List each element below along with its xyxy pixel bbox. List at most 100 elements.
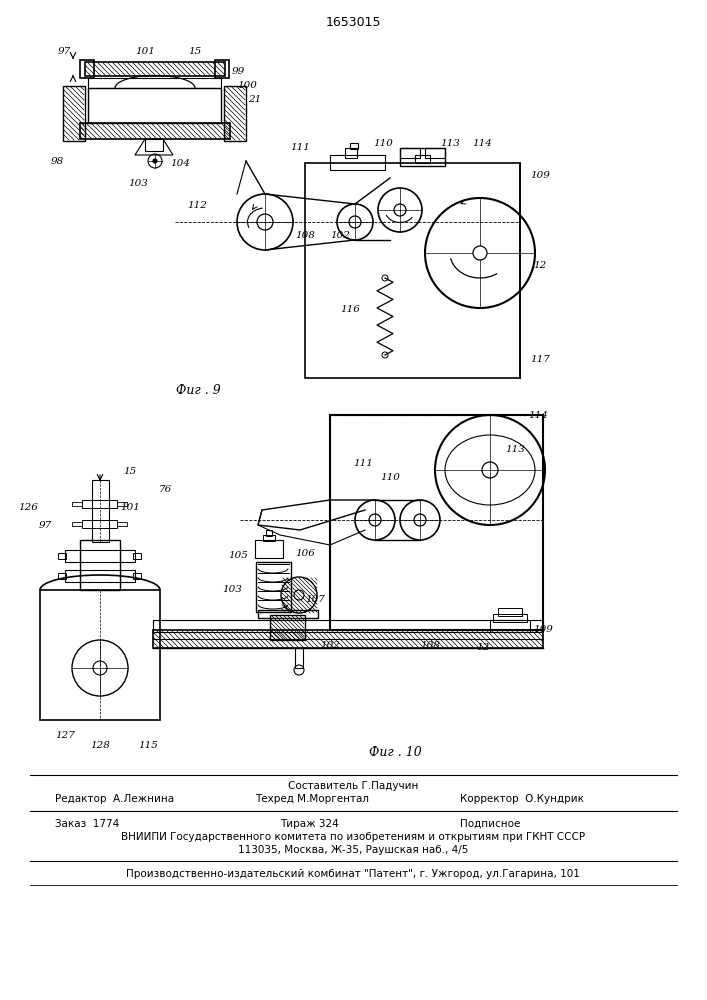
Text: Фиг . 9: Фиг . 9	[175, 383, 221, 396]
Text: ВНИИПИ Государственного комитета по изобретениям и открытиям при ГКНТ СССР: ВНИИПИ Государственного комитета по изоб…	[121, 832, 585, 842]
Bar	[72, 502, 82, 506]
Bar	[40, 590, 160, 720]
Text: 15: 15	[188, 47, 201, 56]
Bar	[117, 522, 127, 526]
Text: Фиг . 10: Фиг . 10	[368, 746, 421, 758]
Bar	[330, 155, 385, 170]
Text: Техред М.Моргентал: Техред М.Моргентал	[255, 794, 369, 804]
Text: 105: 105	[228, 552, 248, 560]
Text: 99: 99	[231, 68, 245, 77]
Text: 12: 12	[477, 644, 490, 652]
Text: 12: 12	[533, 260, 547, 269]
Bar	[270, 615, 305, 640]
Bar	[80, 540, 120, 590]
Bar	[65, 570, 135, 582]
Bar	[415, 155, 430, 163]
Bar	[72, 522, 82, 526]
Bar	[345, 148, 357, 158]
Text: 116: 116	[340, 306, 360, 314]
Bar	[117, 502, 127, 506]
Bar	[133, 573, 141, 579]
Text: 103: 103	[222, 585, 242, 594]
Bar	[400, 148, 420, 158]
Text: Заказ  1774: Заказ 1774	[55, 819, 119, 829]
Bar	[295, 648, 303, 668]
Text: 115: 115	[138, 740, 158, 750]
Text: 114: 114	[472, 138, 492, 147]
Text: 128: 128	[90, 740, 110, 750]
Text: 111: 111	[353, 460, 373, 468]
Text: Подписное: Подписное	[460, 819, 520, 829]
Text: 101: 101	[135, 47, 155, 56]
Text: 102: 102	[320, 641, 340, 650]
Bar	[490, 620, 530, 632]
Text: Тираж 324: Тираж 324	[280, 819, 339, 829]
Text: 21: 21	[248, 96, 262, 104]
Bar	[256, 562, 291, 612]
Text: 110: 110	[380, 474, 400, 483]
Text: Корректор  О.Кундрик: Корректор О.Кундрик	[460, 794, 584, 804]
Bar	[153, 620, 543, 632]
Bar	[88, 88, 221, 123]
Bar	[224, 86, 246, 141]
Text: 127: 127	[55, 730, 75, 740]
Text: Производственно-издательский комбинат "Патент", г. Ужгород, ул.Гагарина, 101: Производственно-издательский комбинат "П…	[126, 869, 580, 879]
Bar	[215, 60, 229, 78]
Text: 113: 113	[505, 446, 525, 454]
Bar	[82, 520, 117, 528]
Bar	[305, 163, 520, 378]
Bar	[153, 630, 543, 648]
Bar	[92, 480, 109, 542]
Bar	[266, 530, 272, 536]
Text: 98: 98	[50, 157, 64, 166]
Text: 101: 101	[120, 504, 140, 512]
Bar	[80, 60, 94, 78]
Text: 112: 112	[187, 200, 207, 210]
Bar	[85, 62, 225, 76]
Text: 117: 117	[530, 356, 550, 364]
Bar	[498, 608, 522, 616]
Text: 108: 108	[420, 641, 440, 650]
Text: 100: 100	[237, 82, 257, 91]
Text: 113: 113	[440, 138, 460, 147]
Text: 111: 111	[290, 143, 310, 152]
Bar	[255, 540, 283, 558]
Text: 110: 110	[373, 138, 393, 147]
Text: 106: 106	[295, 548, 315, 558]
Bar	[263, 535, 275, 541]
Circle shape	[473, 246, 487, 260]
Text: 109: 109	[533, 626, 553, 635]
Bar	[400, 148, 445, 166]
Text: 113035, Москва, Ж-35, Раушская наб., 4/5: 113035, Москва, Ж-35, Раушская наб., 4/5	[238, 845, 468, 855]
Text: 104: 104	[170, 159, 190, 168]
Bar	[63, 86, 85, 141]
Text: Редактор  А.Лежнина: Редактор А.Лежнина	[55, 794, 174, 804]
Bar	[58, 553, 66, 559]
Bar	[80, 123, 230, 139]
Bar	[65, 550, 135, 562]
Bar	[145, 139, 163, 151]
Text: 97: 97	[57, 47, 71, 56]
Text: 114: 114	[528, 410, 548, 420]
Bar	[258, 610, 318, 618]
Bar	[330, 415, 543, 630]
Bar	[82, 500, 117, 508]
Bar	[350, 143, 358, 149]
Text: 97: 97	[38, 520, 52, 530]
Circle shape	[153, 159, 157, 163]
Bar	[58, 573, 66, 579]
Text: 103: 103	[128, 178, 148, 188]
Text: 76: 76	[158, 486, 172, 494]
Text: 109: 109	[530, 170, 550, 180]
Text: 107: 107	[305, 595, 325, 604]
Bar	[493, 614, 527, 622]
Text: 102: 102	[330, 232, 350, 240]
Text: 126: 126	[18, 504, 38, 512]
Text: 108: 108	[295, 232, 315, 240]
Text: 15: 15	[124, 468, 136, 477]
Text: Составитель Г.Падучин: Составитель Г.Падучин	[288, 781, 418, 791]
Bar	[133, 553, 141, 559]
Bar	[425, 148, 445, 158]
Text: 1653015: 1653015	[325, 15, 381, 28]
Bar	[88, 78, 221, 88]
